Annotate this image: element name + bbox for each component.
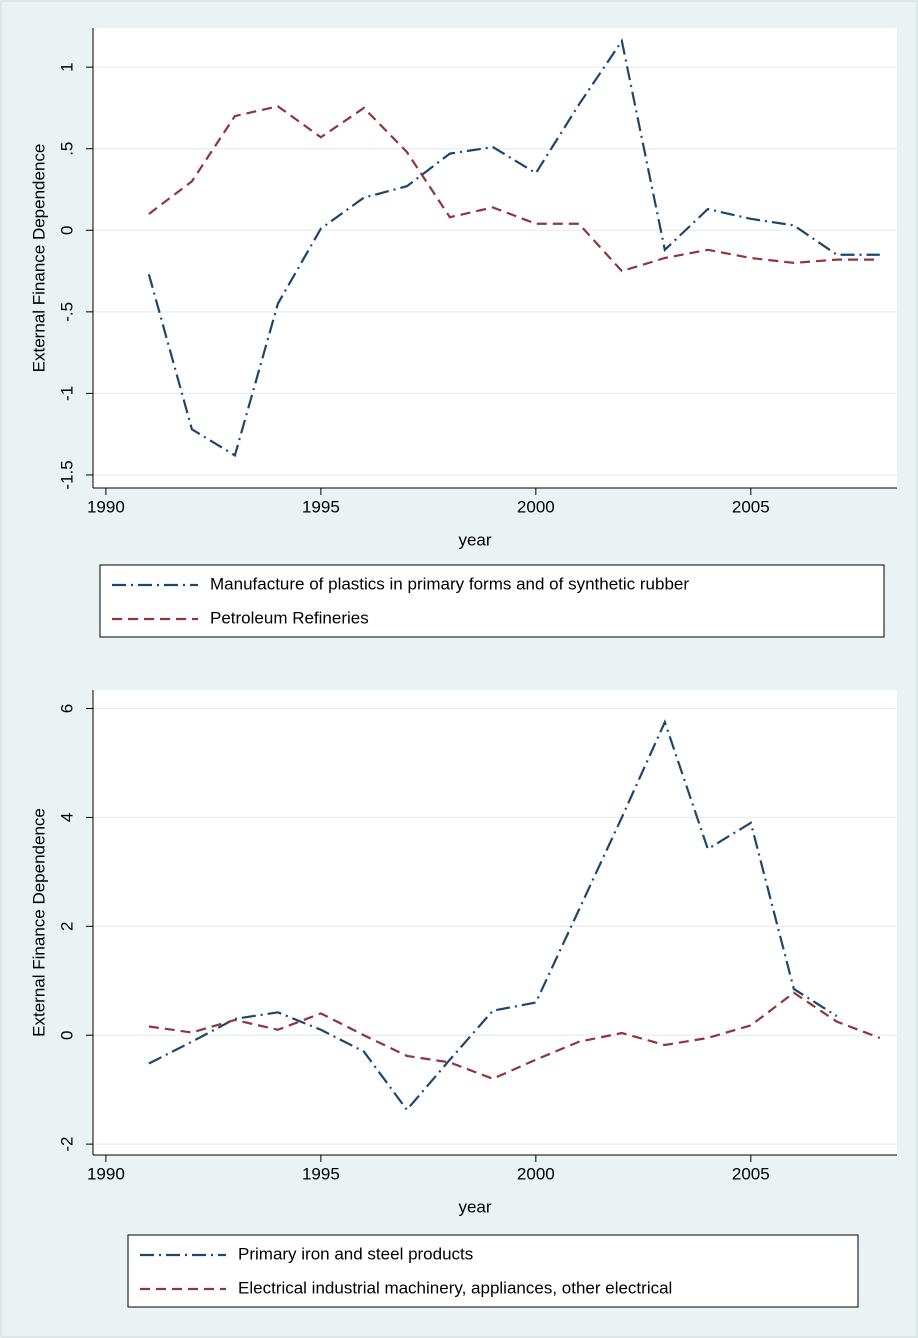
y-tick-label: 0 bbox=[57, 226, 76, 235]
y-tick-label: -2 bbox=[57, 1137, 76, 1152]
line-series bbox=[148, 105, 880, 273]
legend-box bbox=[127, 1234, 859, 1308]
x-tick-label: 1990 bbox=[87, 497, 125, 516]
y-tick-label: 4 bbox=[57, 813, 76, 822]
y-tick-label: 1 bbox=[57, 62, 76, 71]
plot-area bbox=[93, 28, 897, 488]
y-axis-title: External Finance Dependence bbox=[29, 808, 48, 1037]
line-series bbox=[148, 991, 881, 1080]
legend-label: Petroleum Refineries bbox=[210, 608, 369, 627]
line-series bbox=[148, 719, 838, 1112]
y-tick-label: 0 bbox=[57, 1030, 76, 1039]
y-axis-title: External Finance Dependence bbox=[29, 144, 48, 373]
x-axis-title: year bbox=[458, 530, 491, 549]
x-tick-label: 2000 bbox=[517, 497, 555, 516]
y-tick-label: 2 bbox=[57, 922, 76, 931]
y-tick-label: 6 bbox=[57, 704, 76, 713]
y-tick-label: -1 bbox=[57, 386, 76, 401]
x-tick-label: 1995 bbox=[302, 1164, 340, 1183]
legend-label: Primary iron and steel products bbox=[238, 1244, 473, 1263]
x-tick-label: 2000 bbox=[517, 1164, 555, 1183]
legend-label: Electrical industrial machinery, applian… bbox=[238, 1278, 672, 1297]
y-tick-label: -1.5 bbox=[57, 460, 76, 489]
y-tick-label: .5 bbox=[57, 142, 76, 156]
x-tick-label: 2005 bbox=[732, 1164, 770, 1183]
x-tick-label: 1995 bbox=[302, 497, 340, 516]
x-axis-title: year bbox=[458, 1197, 491, 1216]
plot-area bbox=[93, 690, 897, 1155]
x-tick-label: 1990 bbox=[87, 1164, 125, 1183]
line-series bbox=[147, 38, 880, 458]
legend-box bbox=[99, 564, 885, 638]
x-tick-label: 2005 bbox=[732, 497, 770, 516]
y-tick-label: -.5 bbox=[57, 302, 76, 322]
legend-label: Manufacture of plastics in primary forms… bbox=[210, 574, 689, 593]
